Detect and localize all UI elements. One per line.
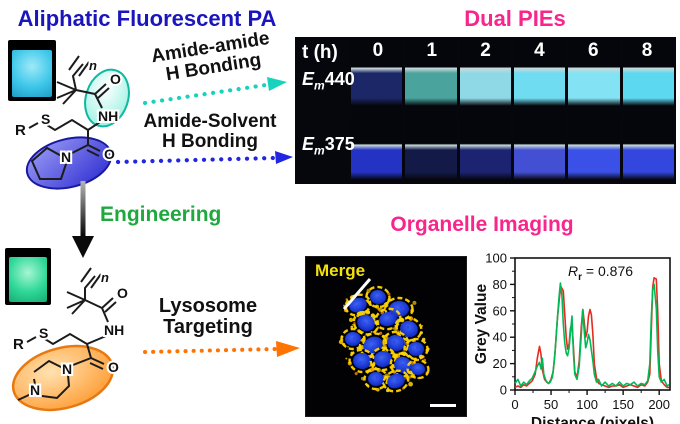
repeat-n-label: n (101, 270, 109, 285)
teal-arrowhead (267, 77, 287, 91)
sample-vial (622, 111, 674, 182)
vial-row-em375 (351, 111, 674, 182)
sulfur-label: S (39, 325, 48, 341)
sample-vial (405, 111, 457, 182)
organelle-imaging-title: Organelle Imaging (390, 213, 574, 236)
bonds (28, 55, 110, 180)
sample-vial (351, 111, 403, 182)
atom-labels: n O NH S R O N (13, 56, 123, 167)
chart-text: 200 (648, 397, 670, 412)
sample-vial (568, 111, 620, 182)
sample-vial (513, 111, 566, 182)
chart-text: 150 (612, 397, 634, 412)
sulfur-label: S (41, 111, 50, 127)
blue-arrowhead (275, 151, 293, 164)
chart-plot: 0 20 40 60 80 100 0 50 100 150 200 Distance (pixels… (473, 251, 671, 424)
amide-solvent-note: Amide-Solvent H Bonding (143, 111, 277, 152)
sample-vial (405, 37, 457, 108)
intensity-profile-chart: 0 20 40 60 80 100 0 50 100 150 200 Distance (pixels… (472, 250, 680, 424)
carbonyl-o-label: O (117, 285, 128, 301)
amide-nh-label: NH (98, 108, 118, 124)
bottom-structure: n O NH S R O N N (11, 267, 130, 412)
linescan-line (342, 278, 372, 310)
chart-text: 80 (493, 277, 507, 292)
chart-text: 50 (544, 397, 558, 412)
chart-text: 100 (485, 251, 507, 266)
em375-label: Em375 (302, 134, 355, 158)
right-title: Dual PIEs (464, 6, 566, 31)
carbonyl-o-label: O (110, 71, 121, 87)
em440-label: Em440 (302, 69, 355, 93)
lysosome-targeting-note: Lysosome Targeting (158, 295, 258, 338)
chart-text: 100 (576, 397, 598, 412)
sample-vial (568, 37, 620, 108)
chart-text: Grey Value (473, 284, 490, 365)
sample-vial (513, 37, 566, 108)
sample-vial (622, 37, 674, 108)
engineering-label: Engineering (100, 203, 222, 226)
piperazine-highlight-ellipse (11, 344, 115, 412)
sample-vial (459, 111, 511, 182)
orange-arrowhead (276, 341, 300, 357)
merge-label: Merge (315, 261, 366, 280)
confocal-cells-image (338, 278, 430, 393)
left-title: Aliphatic Fluorescent PA (17, 6, 277, 31)
chart-text: 0 (500, 383, 507, 398)
piperazine-n1-label: N (62, 361, 72, 377)
black-arrowhead (72, 236, 94, 258)
bonds (17, 267, 117, 401)
vial-row-em440 (351, 37, 674, 108)
chart-text: 40 (493, 330, 507, 345)
time-points-row: 0 1 2 4 6 8 (372, 40, 653, 61)
cuvette-photo-cyan (8, 40, 56, 101)
cell-cluster (338, 285, 430, 393)
repeat-n-label: n (89, 58, 97, 73)
orange-dotted-arrow (143, 341, 300, 357)
ring-n-label: N (61, 149, 71, 165)
piperazine-n2-label: N (30, 382, 40, 398)
cuvette-photo-green (5, 248, 51, 305)
chart-shape (514, 282, 670, 387)
chart-text: 60 (493, 303, 507, 318)
blue-dotted-arrow (115, 151, 293, 165)
pearson-annotation: Rr = 0.876 (568, 263, 634, 283)
time-header: t (h) (302, 42, 338, 63)
r-group-label: R (15, 122, 26, 139)
green-glow (8, 257, 48, 302)
chart-text: 0 (511, 397, 518, 412)
teal-dotted-arrow (142, 77, 287, 106)
chart-text: Distance (pixels) (531, 415, 654, 424)
amide-nh-label: NH (104, 322, 124, 338)
amide2-o-label: O (104, 146, 115, 162)
cyan-glow (11, 49, 53, 98)
r-group-label: R (13, 336, 24, 353)
amide2-o-label: O (108, 359, 119, 375)
sample-vial (459, 37, 511, 108)
sample-vial (351, 37, 403, 108)
engineering-down-arrow (72, 181, 94, 258)
scale-bar (430, 404, 456, 407)
merge-image-panel: Merge (305, 256, 467, 417)
uv-photo-panel: t (h) 0 1 2 4 6 8 Em440 Em375 (295, 37, 676, 184)
top-structure: n O NH S R O N (13, 55, 130, 190)
atom-labels: n O NH S R O N N (11, 268, 130, 400)
pyrrolidine-highlight-ellipse (25, 136, 113, 190)
chart-text: 20 (493, 356, 507, 371)
